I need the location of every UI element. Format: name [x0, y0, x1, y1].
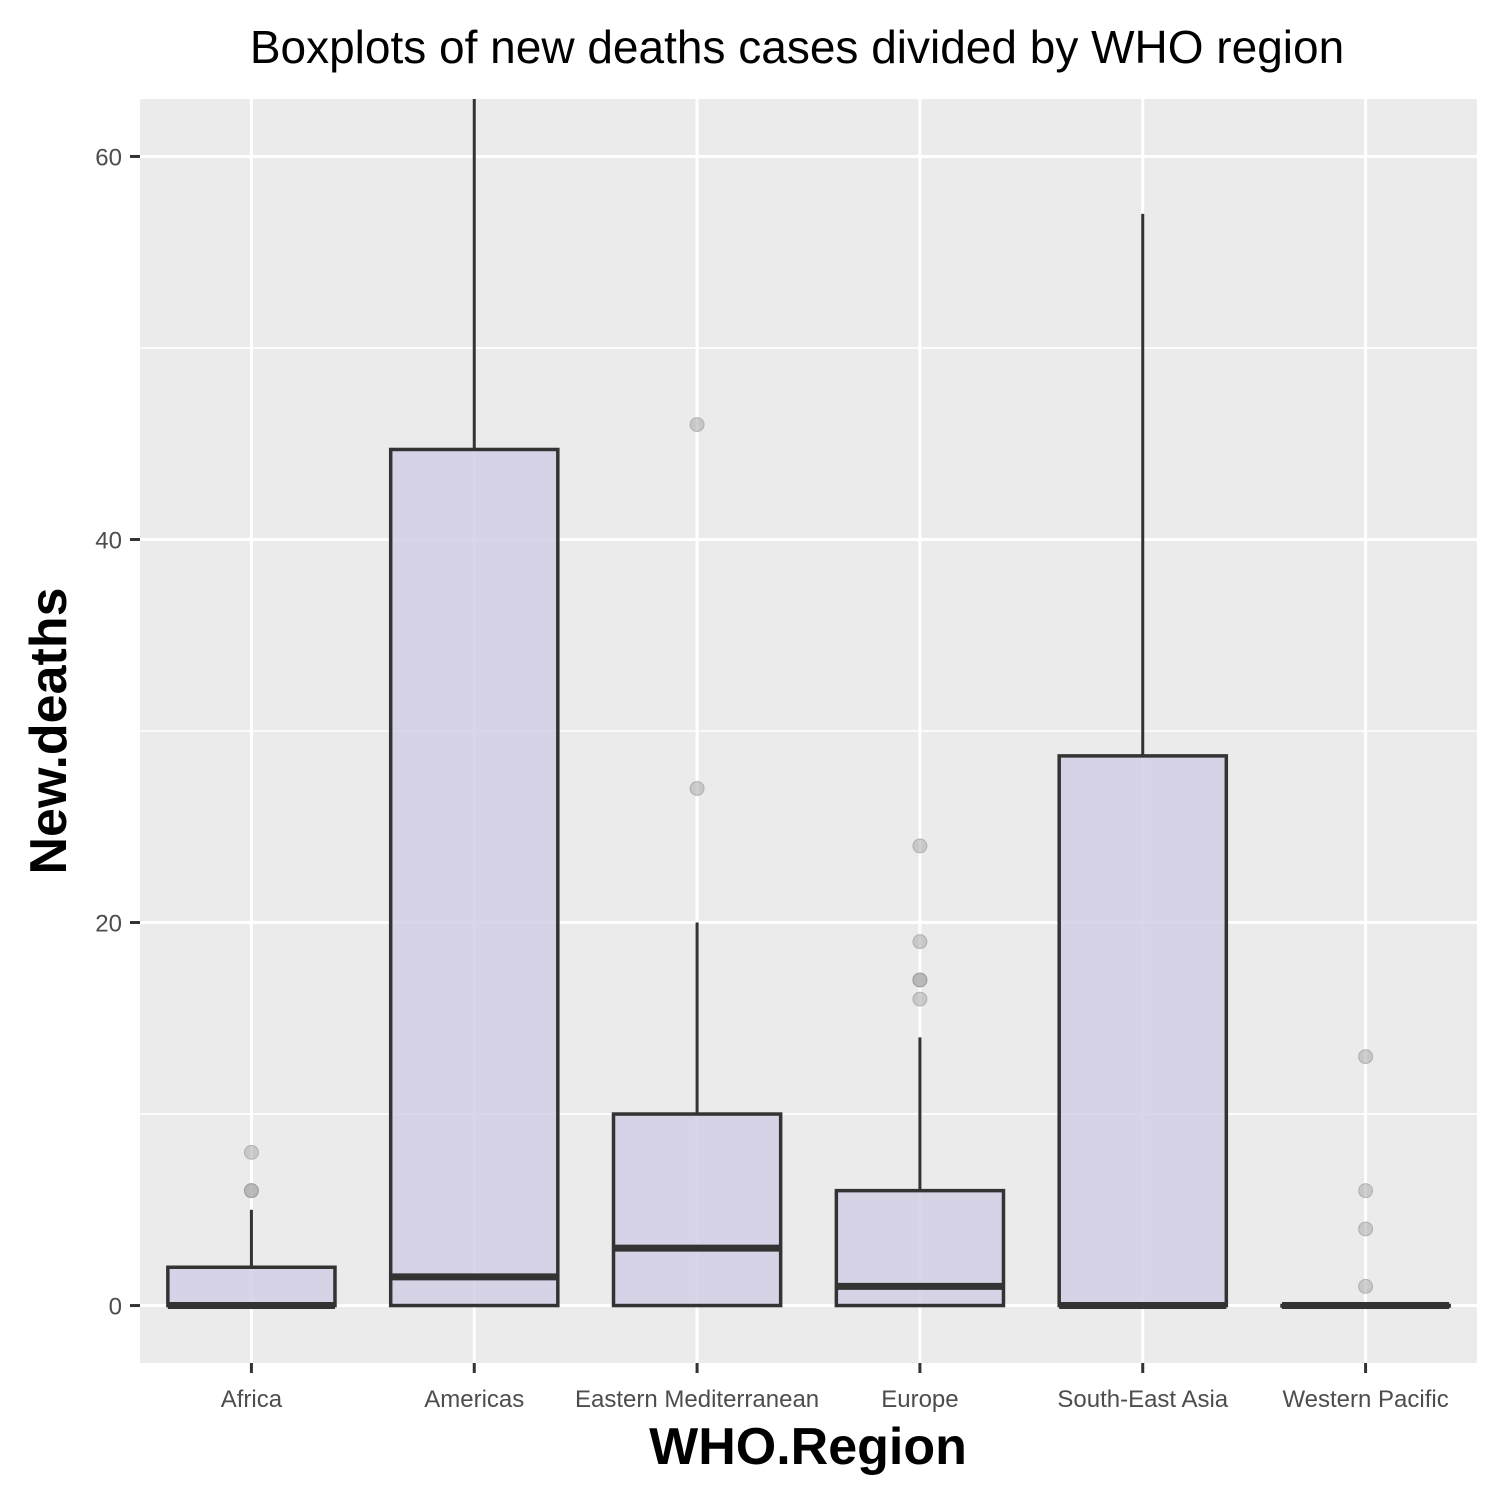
outlier-point [1358, 1183, 1374, 1199]
box-iqr [388, 447, 560, 1308]
outlier-point [912, 838, 928, 854]
outlier-point [912, 972, 928, 988]
x-tick-label: Europe [881, 1386, 958, 1413]
boxes [166, 99, 1451, 1310]
outlier-point [243, 1144, 259, 1160]
box-americas [388, 99, 560, 1308]
x-tick-label: South-East Asia [1057, 1386, 1228, 1413]
outlier-point [689, 417, 705, 433]
outlier-point [689, 780, 705, 796]
y-tick-label: 20 [95, 911, 122, 938]
outlier-point [1358, 1278, 1374, 1294]
y-tick-label: 0 [109, 1294, 122, 1321]
outlier-point [912, 934, 928, 950]
box-iqr [611, 1112, 783, 1308]
x-axis-title: WHO.Region [649, 1418, 967, 1476]
outlier-point [1358, 1221, 1374, 1237]
x-tick-label: Eastern Mediterranean [575, 1386, 819, 1413]
outlier-point [1358, 1049, 1374, 1065]
box-iqr [166, 1265, 337, 1308]
outlier-point [912, 991, 928, 1007]
box-iqr [1057, 754, 1229, 1308]
outlier-point [243, 1183, 259, 1199]
x-tick-label: Americas [424, 1386, 524, 1413]
x-tick-label: Western Pacific [1282, 1386, 1448, 1413]
box-europe [834, 838, 1006, 1308]
y-tick-label: 60 [95, 144, 122, 171]
x-tick-label: Africa [221, 1386, 283, 1413]
chart-title: Boxplots of new deaths cases divided by … [250, 21, 1344, 73]
y-axis-title: New.deaths [20, 587, 78, 874]
axes: 0 20 40 60 Africa Americas Eastern Mediterrane… [95, 144, 1448, 1413]
box-eastern-mediterranean [611, 417, 783, 1308]
box-western-pacific [1280, 1049, 1451, 1310]
y-tick-label: 40 [95, 527, 122, 554]
box-africa [166, 1144, 337, 1310]
box-south-east-asia [1057, 213, 1229, 1310]
